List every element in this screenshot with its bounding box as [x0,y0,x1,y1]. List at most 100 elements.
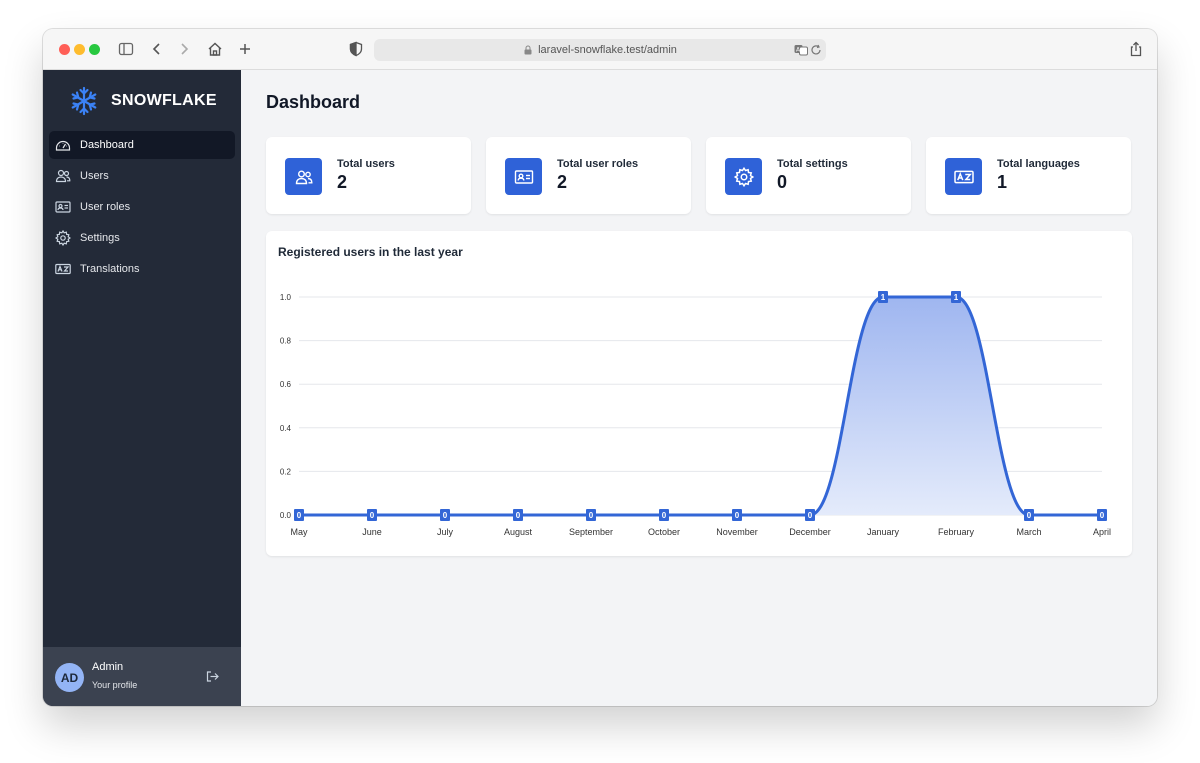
sidebar-item-settings[interactable]: Settings [49,224,235,252]
avatar[interactable]: AD [55,663,84,692]
y-tick-label: 0.8 [280,337,292,346]
browser-toolbar: laravel-snowflake.test/admin A [43,29,1157,70]
data-label: 0 [589,511,594,520]
address-bar[interactable]: laravel-snowflake.test/admin A [374,39,826,61]
gear-icon [733,166,754,187]
data-label: 0 [1100,511,1105,520]
language-icon [953,170,974,183]
svg-text:A: A [796,47,801,54]
sidebar-item-dashboard[interactable]: Dashboard [49,131,235,159]
sidebar-nav: Dashboard Users User roles Settings Tran… [49,131,235,286]
x-tick-label: July [437,527,454,537]
stat-label: Total settings [777,158,848,170]
x-tick-label: January [867,527,900,537]
stat-card-user-roles: Total user roles 2 [486,137,691,214]
data-label: 1 [954,293,959,302]
data-point [951,291,961,303]
new-tab-icon[interactable] [236,40,254,58]
data-label: 0 [1027,511,1032,520]
x-tick-label: September [569,527,613,537]
sidebar-item-label: Dashboard [80,139,134,151]
share-icon[interactable] [1127,40,1145,58]
browser-window: laravel-snowflake.test/admin A [43,29,1157,706]
y-tick-label: 0.6 [280,380,292,389]
stat-value: 0 [777,172,788,192]
stat-card-languages: Total languages 1 [926,137,1131,214]
stat-icon-box [285,158,322,195]
series-area [299,297,1102,515]
data-label: 0 [370,511,375,520]
data-label: 0 [735,511,740,520]
translate-icon[interactable]: A [794,43,808,57]
x-tick-label: August [504,527,533,537]
forward-icon[interactable] [175,40,193,58]
privacy-shield-icon[interactable] [347,40,365,58]
x-tick-label: February [938,527,975,537]
id-card-icon [55,201,71,213]
data-point [878,291,888,303]
chart-title: Registered users in the last year [278,245,463,259]
data-label: 0 [516,511,521,520]
registered-users-chart: 0.0 0.2 0.4 0.6 0.8 1.0 0 May 0 June 0 July 0 August 0… [280,291,1111,537]
sidebar-item-label: User roles [80,201,131,213]
main-content: Dashboard Total users 2 Total user roles… [241,70,1157,706]
profile-name: Admin [92,661,124,673]
sidebar-item-users[interactable]: Users [49,162,235,190]
x-tick-label: May [290,527,308,537]
x-tick-label: November [716,527,758,537]
sidebar: SNOWFLAKE Dashboard Users User roles Set… [43,70,241,706]
data-point [732,509,742,521]
registered-users-chart-card: Registered users in the last year 0.0 0.2… [266,231,1132,556]
x-tick-label: December [789,527,831,537]
data-label: 0 [297,511,302,520]
id-card-icon [514,169,533,184]
url-text: laravel-snowflake.test/admin [538,44,677,56]
stat-label: Total languages [997,158,1080,170]
minimize-window-button[interactable] [74,44,85,55]
sidebar-item-user-roles[interactable]: User roles [49,193,235,221]
x-tick-label: October [648,527,680,537]
data-label: 0 [662,511,667,520]
x-tick-label: March [1016,527,1041,537]
stat-label: Total users [337,158,395,170]
data-point [440,509,450,521]
data-point [294,509,304,521]
data-point [367,509,377,521]
stat-icon-box [725,158,762,195]
logout-icon[interactable] [205,669,220,684]
data-point [586,509,596,521]
y-tick-label: 0.2 [280,467,292,476]
brand[interactable]: SNOWFLAKE [69,85,217,117]
data-point [513,509,523,521]
lock-icon [524,45,532,55]
back-icon[interactable] [148,40,166,58]
y-tick-label: 0.0 [280,511,292,520]
users-icon [295,169,313,184]
home-icon[interactable] [206,40,224,58]
close-window-button[interactable] [59,44,70,55]
sidebar-toggle-icon[interactable] [117,40,135,58]
y-tick-label: 0.4 [280,424,292,433]
stat-value: 1 [997,172,1008,192]
snowflake-icon [71,86,97,116]
dashboard-icon [55,140,71,151]
stat-value: 2 [337,172,348,192]
stat-value: 2 [557,172,568,192]
language-icon [55,263,71,275]
brand-name: SNOWFLAKE [111,92,217,109]
stat-label: Total user roles [557,158,639,170]
sidebar-item-label: Settings [80,232,120,244]
data-point [1097,509,1107,521]
profile-link[interactable]: Your profile [92,680,138,690]
data-point [659,509,669,521]
stat-card-users: Total users 2 [266,137,471,214]
zoom-window-button[interactable] [89,44,100,55]
stat-icon-box [505,158,542,195]
sidebar-item-translations[interactable]: Translations [49,255,235,283]
stat-icon-box [945,158,982,195]
data-label: 1 [881,293,886,302]
users-icon [55,169,71,183]
y-tick-label: 1.0 [280,293,292,302]
reload-icon[interactable] [810,44,822,56]
profile-panel[interactable]: AD Admin Your profile [43,647,241,706]
